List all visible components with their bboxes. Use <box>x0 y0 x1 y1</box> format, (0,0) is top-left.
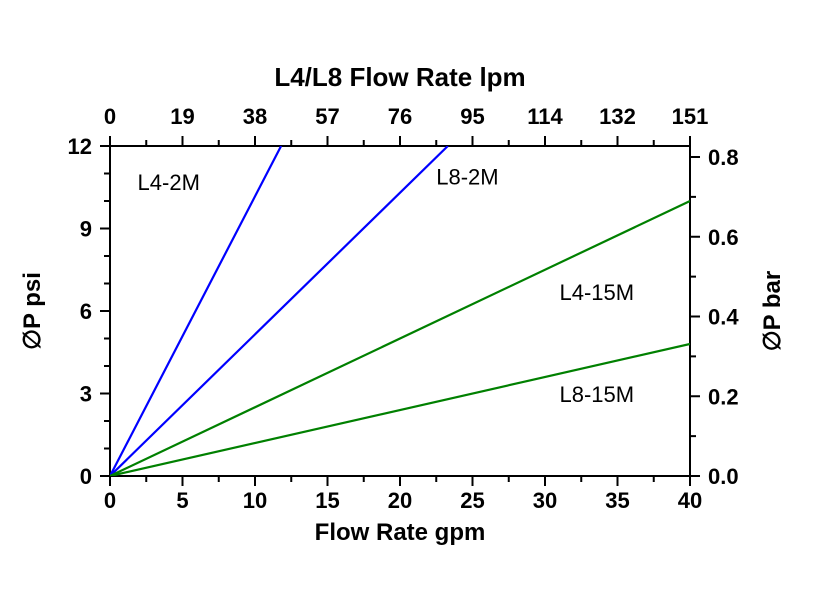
left-axis-title: ∅P psi <box>19 272 46 350</box>
x-bottom-tick-label: 25 <box>460 488 484 513</box>
x-bottom-tick-label: 15 <box>315 488 339 513</box>
x-top-tick-label: 151 <box>672 104 709 129</box>
series-label-l4-15m: L4-15M <box>560 280 635 305</box>
series-label-l4-2m: L4-2M <box>138 170 200 195</box>
x-top-tick-label: 114 <box>527 104 563 129</box>
y-left-tick-label: 9 <box>80 217 92 242</box>
y-left-tick-label: 3 <box>80 382 92 407</box>
flow-rate-chart: 0 5 10 15 20 25 30 35 40 0 19 38 57 76 95 114 132 151 0 3 6 9… <box>0 0 816 602</box>
x-bottom-tick-label: 30 <box>533 488 557 513</box>
x-top-tick-label: 0 <box>104 104 116 129</box>
bottom-axis-title: Flow Rate gpm <box>315 519 486 546</box>
top-axis-title: L4/L8 Flow Rate lpm <box>274 62 525 92</box>
y-right-tick-label: 0.6 <box>708 225 739 250</box>
y-left-tick-label: 6 <box>80 299 92 324</box>
x-bottom-tick-label: 5 <box>176 488 188 513</box>
right-axis-title: ∅P bar <box>759 271 786 352</box>
x-top-tick-label: 38 <box>243 104 267 129</box>
y-left-tick-label: 12 <box>68 134 92 159</box>
x-top-tick-label: 57 <box>315 104 339 129</box>
x-top-tick-label: 19 <box>170 104 194 129</box>
x-top-tick-label: 132 <box>599 104 636 129</box>
x-top-tick-label: 76 <box>388 104 412 129</box>
series-label-l8-2m: L8-2M <box>436 165 498 190</box>
x-bottom-tick-label: 10 <box>243 488 267 513</box>
x-top-tick-label: 95 <box>460 104 484 129</box>
x-bottom-tick-label: 35 <box>605 488 629 513</box>
y-left-tick-label: 0 <box>80 464 92 489</box>
x-bottom-tick-label: 0 <box>104 488 116 513</box>
series-label-l8-15m: L8-15M <box>560 382 635 407</box>
y-right-tick-label: 0.8 <box>708 145 739 170</box>
y-right-tick-label: 0.4 <box>708 305 739 330</box>
y-right-tick-label: 0.2 <box>708 384 739 409</box>
x-bottom-tick-label: 20 <box>388 488 412 513</box>
x-bottom-tick-label: 40 <box>678 488 702 513</box>
chart-container: 0 5 10 15 20 25 30 35 40 0 19 38 57 76 95 114 132 151 0 3 6 9… <box>0 0 816 602</box>
y-right-tick-label: 0.0 <box>708 464 739 489</box>
